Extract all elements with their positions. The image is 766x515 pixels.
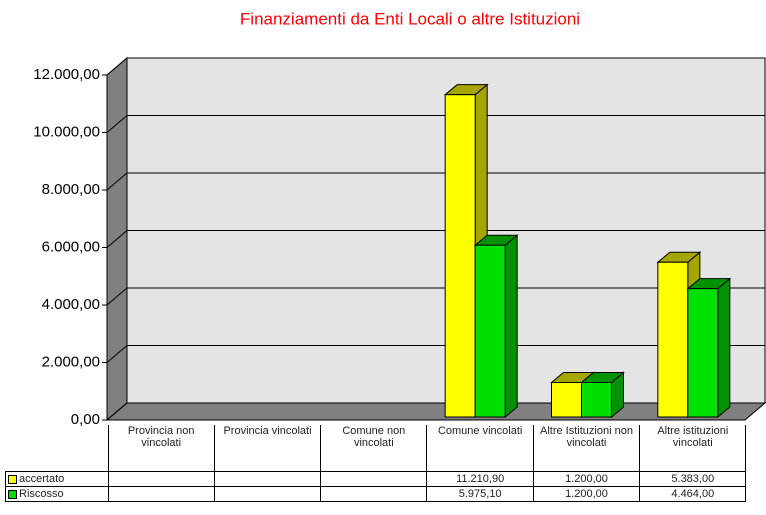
- legend-label: Riscosso: [19, 488, 64, 500]
- bar-front: [551, 382, 582, 418]
- bar-front: [657, 261, 689, 418]
- bar-side: [504, 234, 518, 419]
- bar: [686, 277, 732, 419]
- category-label: Altre istituzioni vincolati: [639, 425, 747, 472]
- value-label: [213, 471, 322, 487]
- legend-swatch: [8, 474, 17, 484]
- grid-line: [106, 287, 765, 306]
- bar: [473, 234, 519, 419]
- y-tick-label: 0,00: [71, 411, 100, 428]
- grid-line: [106, 345, 765, 363]
- chart-title: Finanziamenti da Enti Locali o altre Ist…: [240, 9, 580, 28]
- grid-line: [106, 57, 765, 76]
- grid-line: [106, 230, 765, 248]
- value-label: 11.210,90: [426, 471, 534, 487]
- legend-cell: Riscosso: [5, 486, 109, 502]
- y-tick-label: 6.000,00: [42, 238, 100, 255]
- y-tick-label: 2.000,00: [42, 353, 100, 370]
- header-row: Provincia non vincolati Provincia vincola…: [6, 425, 747, 472]
- value-label: 1.200,00: [532, 486, 641, 502]
- category-label: Comune vincolati: [426, 425, 534, 472]
- value-label: [320, 471, 428, 487]
- value-label: 4.464,00: [639, 486, 747, 502]
- category-label: Provincia vincolati: [213, 425, 322, 472]
- value-label: 1.200,00: [532, 471, 641, 487]
- value-label: [320, 486, 428, 502]
- grid-line: [106, 115, 765, 133]
- data-table: Provincia non vincolati Provincia vincola…: [5, 425, 747, 502]
- legend-label: accertato: [19, 473, 65, 485]
- value-label: 5.383,00: [639, 471, 747, 487]
- grid-line: [106, 172, 765, 191]
- category-label: Comune non vincolati: [320, 425, 428, 472]
- value-label: [213, 486, 322, 502]
- value-label: [107, 471, 215, 487]
- legend-cell: accertato: [5, 471, 109, 487]
- y-tick-label: 10.000,00: [33, 123, 100, 140]
- bar: [580, 371, 625, 419]
- corner-cell: [6, 425, 109, 472]
- y-tick-label: 12.000,00: [33, 66, 100, 83]
- legend-swatch: [8, 489, 17, 499]
- bar-front: [474, 244, 506, 418]
- series-row: accertato 11.210,90 1.200,00 5.383,00: [5, 471, 747, 487]
- category-label: Altre Istituzioni non vincolati: [532, 425, 641, 472]
- bar-front: [687, 288, 719, 418]
- y-tick-label: 4.000,00: [42, 296, 100, 313]
- series-row: Riscosso 5.975,10 1.200,00 4.464,00: [5, 486, 747, 502]
- value-label: [107, 486, 215, 502]
- category-label: Provincia non vincolati: [107, 425, 215, 472]
- bar-front: [444, 94, 476, 418]
- y-tick-label: 8.000,00: [42, 181, 100, 198]
- value-label: 5.975,10: [426, 486, 534, 502]
- bar-front: [581, 382, 612, 418]
- bar-side: [717, 277, 731, 419]
